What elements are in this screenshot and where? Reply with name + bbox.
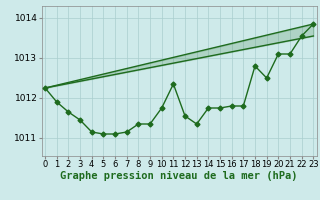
X-axis label: Graphe pression niveau de la mer (hPa): Graphe pression niveau de la mer (hPa) [60,171,298,181]
